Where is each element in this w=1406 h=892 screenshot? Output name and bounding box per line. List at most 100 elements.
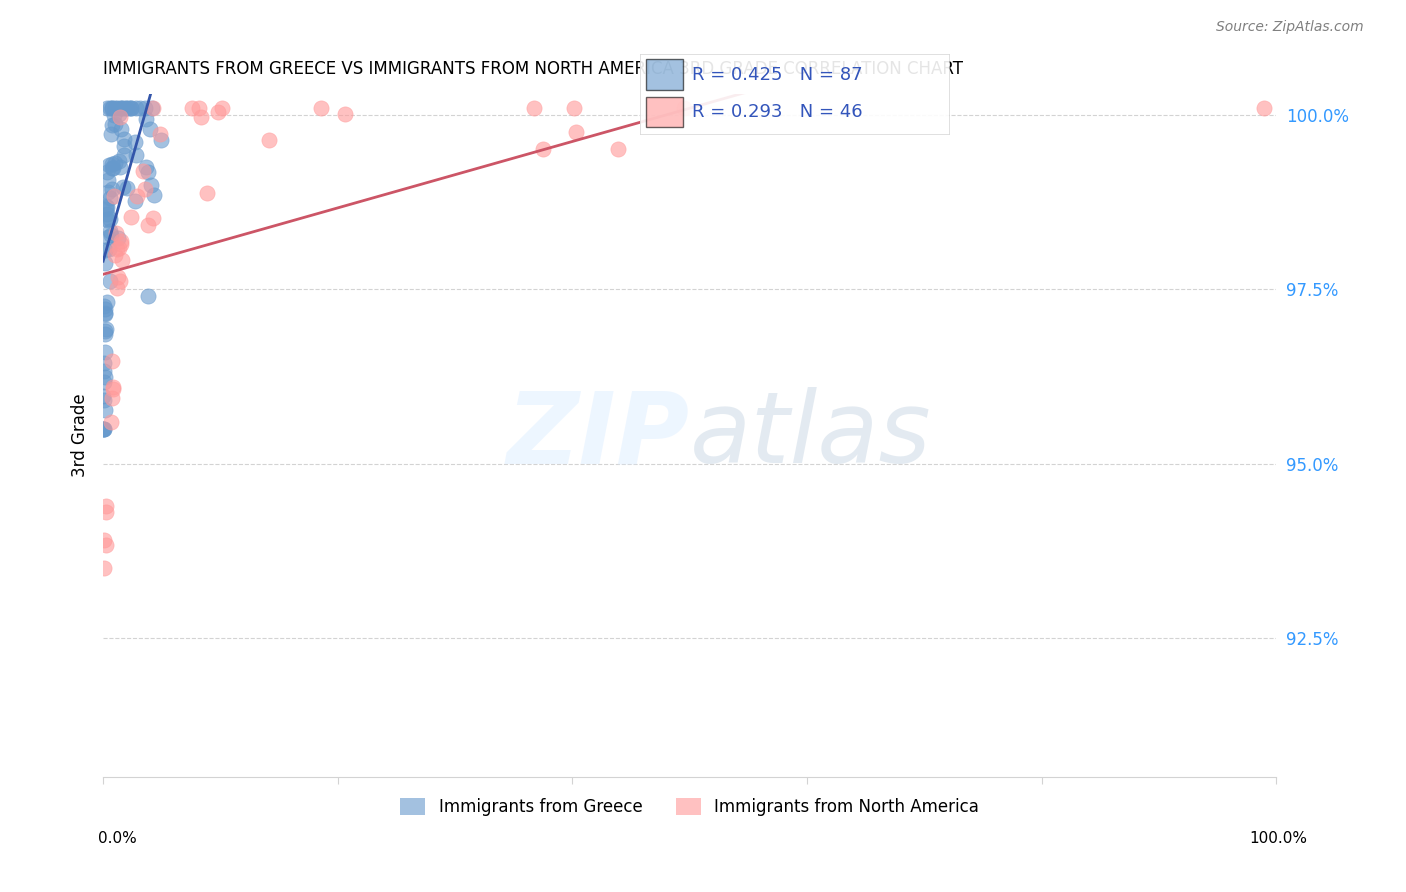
- Point: [103, 161, 125, 175]
- Point: [94, 500, 117, 514]
- Point: [207, 104, 229, 119]
- Point: [132, 164, 155, 178]
- Point: [100, 101, 122, 115]
- Point: [97, 243, 120, 257]
- Point: [93, 389, 115, 403]
- Point: [118, 101, 141, 115]
- Point: [120, 101, 142, 115]
- Point: [104, 248, 127, 262]
- Point: [188, 101, 211, 115]
- Point: [100, 157, 122, 171]
- Point: [104, 156, 127, 170]
- Point: [101, 101, 124, 115]
- Point: [108, 274, 131, 288]
- Point: [195, 186, 218, 200]
- Point: [96, 211, 118, 226]
- Point: [98, 274, 121, 288]
- Point: [100, 415, 122, 429]
- Point: [135, 160, 157, 174]
- Legend: Immigrants from Greece, Immigrants from North America: Immigrants from Greece, Immigrants from …: [394, 791, 986, 823]
- Point: [114, 101, 136, 115]
- Point: [101, 382, 124, 396]
- Y-axis label: 3rd Grade: 3rd Grade: [72, 394, 89, 477]
- Point: [125, 147, 148, 161]
- Point: [100, 118, 122, 132]
- Point: [110, 122, 132, 136]
- Point: [97, 158, 120, 172]
- Point: [96, 213, 118, 227]
- Point: [101, 380, 124, 394]
- Point: [100, 127, 122, 141]
- Point: [565, 125, 588, 139]
- Point: [94, 306, 117, 320]
- Point: [97, 230, 120, 244]
- Point: [110, 235, 132, 249]
- Point: [93, 356, 115, 370]
- Point: [96, 200, 118, 214]
- Point: [115, 101, 138, 115]
- Point: [112, 148, 135, 162]
- Point: [111, 101, 134, 115]
- Point: [108, 101, 131, 115]
- Point: [120, 101, 142, 115]
- Point: [100, 353, 122, 368]
- Point: [125, 101, 148, 115]
- Point: [103, 188, 125, 202]
- Point: [107, 269, 129, 284]
- Point: [100, 228, 122, 243]
- Point: [93, 533, 115, 548]
- Point: [103, 108, 125, 122]
- Point: [673, 101, 696, 115]
- Point: [98, 224, 121, 238]
- Point: [100, 181, 122, 195]
- Point: [96, 505, 118, 519]
- Point: [135, 112, 157, 126]
- Point: [96, 199, 118, 213]
- Point: [142, 101, 165, 115]
- Point: [104, 101, 127, 115]
- Point: [141, 101, 163, 115]
- Point: [96, 173, 118, 187]
- Point: [107, 241, 129, 255]
- Point: [142, 188, 165, 202]
- Point: [211, 101, 233, 115]
- Point: [94, 243, 117, 257]
- Point: [98, 211, 121, 226]
- Point: [127, 189, 149, 203]
- Point: [180, 101, 202, 115]
- Point: [134, 101, 156, 115]
- Point: [104, 117, 127, 131]
- Point: [96, 322, 118, 336]
- Point: [606, 142, 628, 156]
- Point: [107, 107, 129, 121]
- Point: [111, 101, 134, 115]
- Point: [105, 226, 128, 240]
- Point: [139, 178, 162, 192]
- Point: [100, 391, 122, 405]
- Point: [94, 345, 117, 359]
- Point: [564, 101, 586, 115]
- Point: [93, 376, 115, 390]
- Text: R = 0.293   N = 46: R = 0.293 N = 46: [692, 103, 863, 121]
- Point: [105, 101, 128, 115]
- Point: [94, 302, 117, 317]
- Point: [101, 161, 124, 176]
- Point: [108, 154, 131, 169]
- Point: [110, 236, 132, 251]
- Text: R = 0.425   N = 87: R = 0.425 N = 87: [692, 66, 863, 84]
- Point: [115, 181, 138, 195]
- Point: [96, 165, 118, 179]
- FancyBboxPatch shape: [645, 97, 683, 128]
- Point: [98, 191, 121, 205]
- Point: [94, 369, 117, 384]
- Point: [96, 101, 118, 115]
- Point: [311, 101, 333, 115]
- Point: [93, 561, 115, 575]
- Point: [93, 299, 115, 313]
- Point: [105, 242, 128, 256]
- Point: [257, 133, 280, 147]
- Point: [124, 136, 146, 150]
- Text: Source: ZipAtlas.com: Source: ZipAtlas.com: [1216, 21, 1364, 34]
- Point: [149, 127, 172, 141]
- Point: [93, 422, 115, 436]
